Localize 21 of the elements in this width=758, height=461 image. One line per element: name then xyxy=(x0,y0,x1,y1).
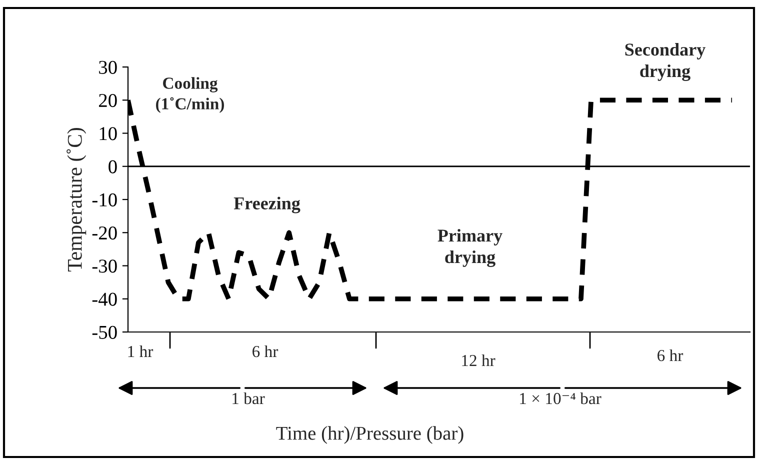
text: 6 hr xyxy=(252,345,278,358)
text: 1 bar xyxy=(232,392,265,404)
y-tick-label: -50 xyxy=(92,326,117,339)
y-tick-label: -30 xyxy=(92,260,117,273)
annotation: Primary drying xyxy=(438,229,502,267)
y-tick-label: 30 xyxy=(99,60,117,74)
y-tick-label: 20 xyxy=(98,94,117,108)
x-axis-title: Time (hr)/Pressure (bar) xyxy=(276,426,464,444)
y-axis-title: Temperature (˚C) xyxy=(66,128,86,272)
y-tick-label: -40 xyxy=(92,292,117,306)
text: 12 hr xyxy=(462,354,496,366)
y-tick-label: 10 xyxy=(100,127,117,140)
text: 6 hr xyxy=(658,349,684,362)
annotation: Freezing xyxy=(234,196,300,214)
y-tick-label: -20 xyxy=(92,226,117,240)
y-tick-label: -10 xyxy=(92,193,117,206)
annotation: Cooling (1˚C/min) xyxy=(156,77,224,113)
text: 1 × 10⁻⁴ bar xyxy=(520,392,602,404)
annotation: Secondary drying xyxy=(625,43,706,81)
text: 1 hr xyxy=(128,345,154,358)
y-tick-label: 0 xyxy=(108,160,117,174)
